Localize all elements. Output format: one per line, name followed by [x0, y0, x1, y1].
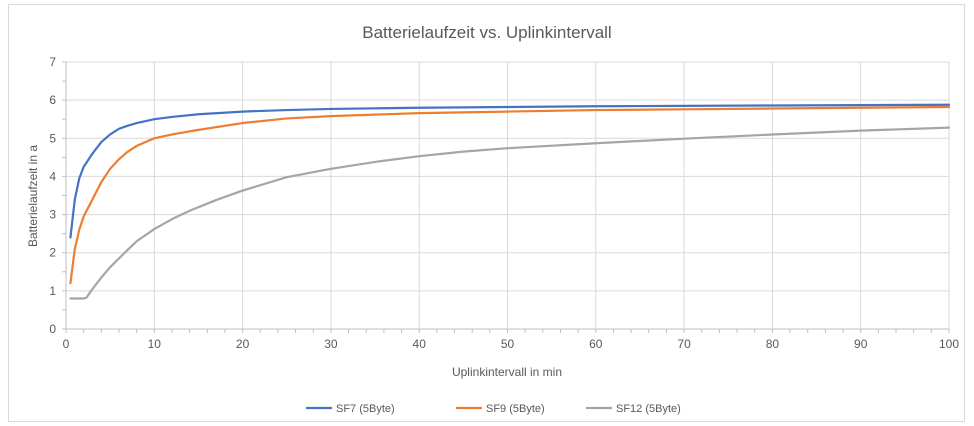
y-tick-label-1: 1 — [49, 284, 56, 298]
chart-title: Batterielaufzeit vs. Uplinkintervall — [362, 23, 611, 42]
x-tick-label-4: 40 — [413, 337, 427, 351]
legend-label-2: SF9 (5Byte) — [486, 403, 545, 415]
y-tick-label-0: 0 — [49, 322, 56, 336]
series-line-3 — [69, 126, 951, 300]
y-tick-label-2: 2 — [49, 246, 56, 260]
x-tick-label-9: 90 — [854, 337, 868, 351]
x-axis-title: Uplinkintervall in min — [452, 365, 562, 379]
legend-label-1: SF7 (5Byte) — [336, 403, 395, 415]
x-tick-label-7: 70 — [677, 337, 691, 351]
chart-frame — [8, 4, 965, 422]
x-tick-labels: 0 10 20 30 40 50 60 70 80 90 100 — [63, 337, 960, 351]
y-tick-label-5: 5 — [49, 131, 56, 145]
legend-label-3: SF12 (5Byte) — [616, 403, 681, 415]
x-tick-label-6: 60 — [589, 337, 603, 351]
x-tick-label-2: 20 — [236, 337, 250, 351]
y-tick-label-7: 7 — [49, 55, 56, 69]
x-tick-label-8: 80 — [766, 337, 780, 351]
y-tick-label-6: 6 — [49, 93, 56, 107]
y-tick-label-3: 3 — [49, 208, 56, 222]
series-line-2 — [69, 105, 951, 285]
x-tick-label-1: 10 — [148, 337, 162, 351]
y-axis-title: Batterielaufzeit in a — [26, 145, 40, 247]
axes — [62, 61, 950, 333]
x-tick-label-3: 30 — [324, 337, 338, 351]
grid-lines — [66, 61, 950, 329]
series-line-1 — [69, 103, 951, 239]
x-tick-label-0: 0 — [63, 337, 70, 351]
x-tick-label-10: 100 — [939, 337, 959, 351]
series-lines — [69, 103, 951, 300]
y-tick-labels: 0 1 2 3 4 5 6 7 — [49, 55, 56, 336]
legend: SF7 (5Byte) SF9 (5Byte) SF12 (5Byte) — [306, 403, 681, 415]
x-tick-label-5: 50 — [501, 337, 515, 351]
y-tick-label-4: 4 — [49, 169, 56, 183]
